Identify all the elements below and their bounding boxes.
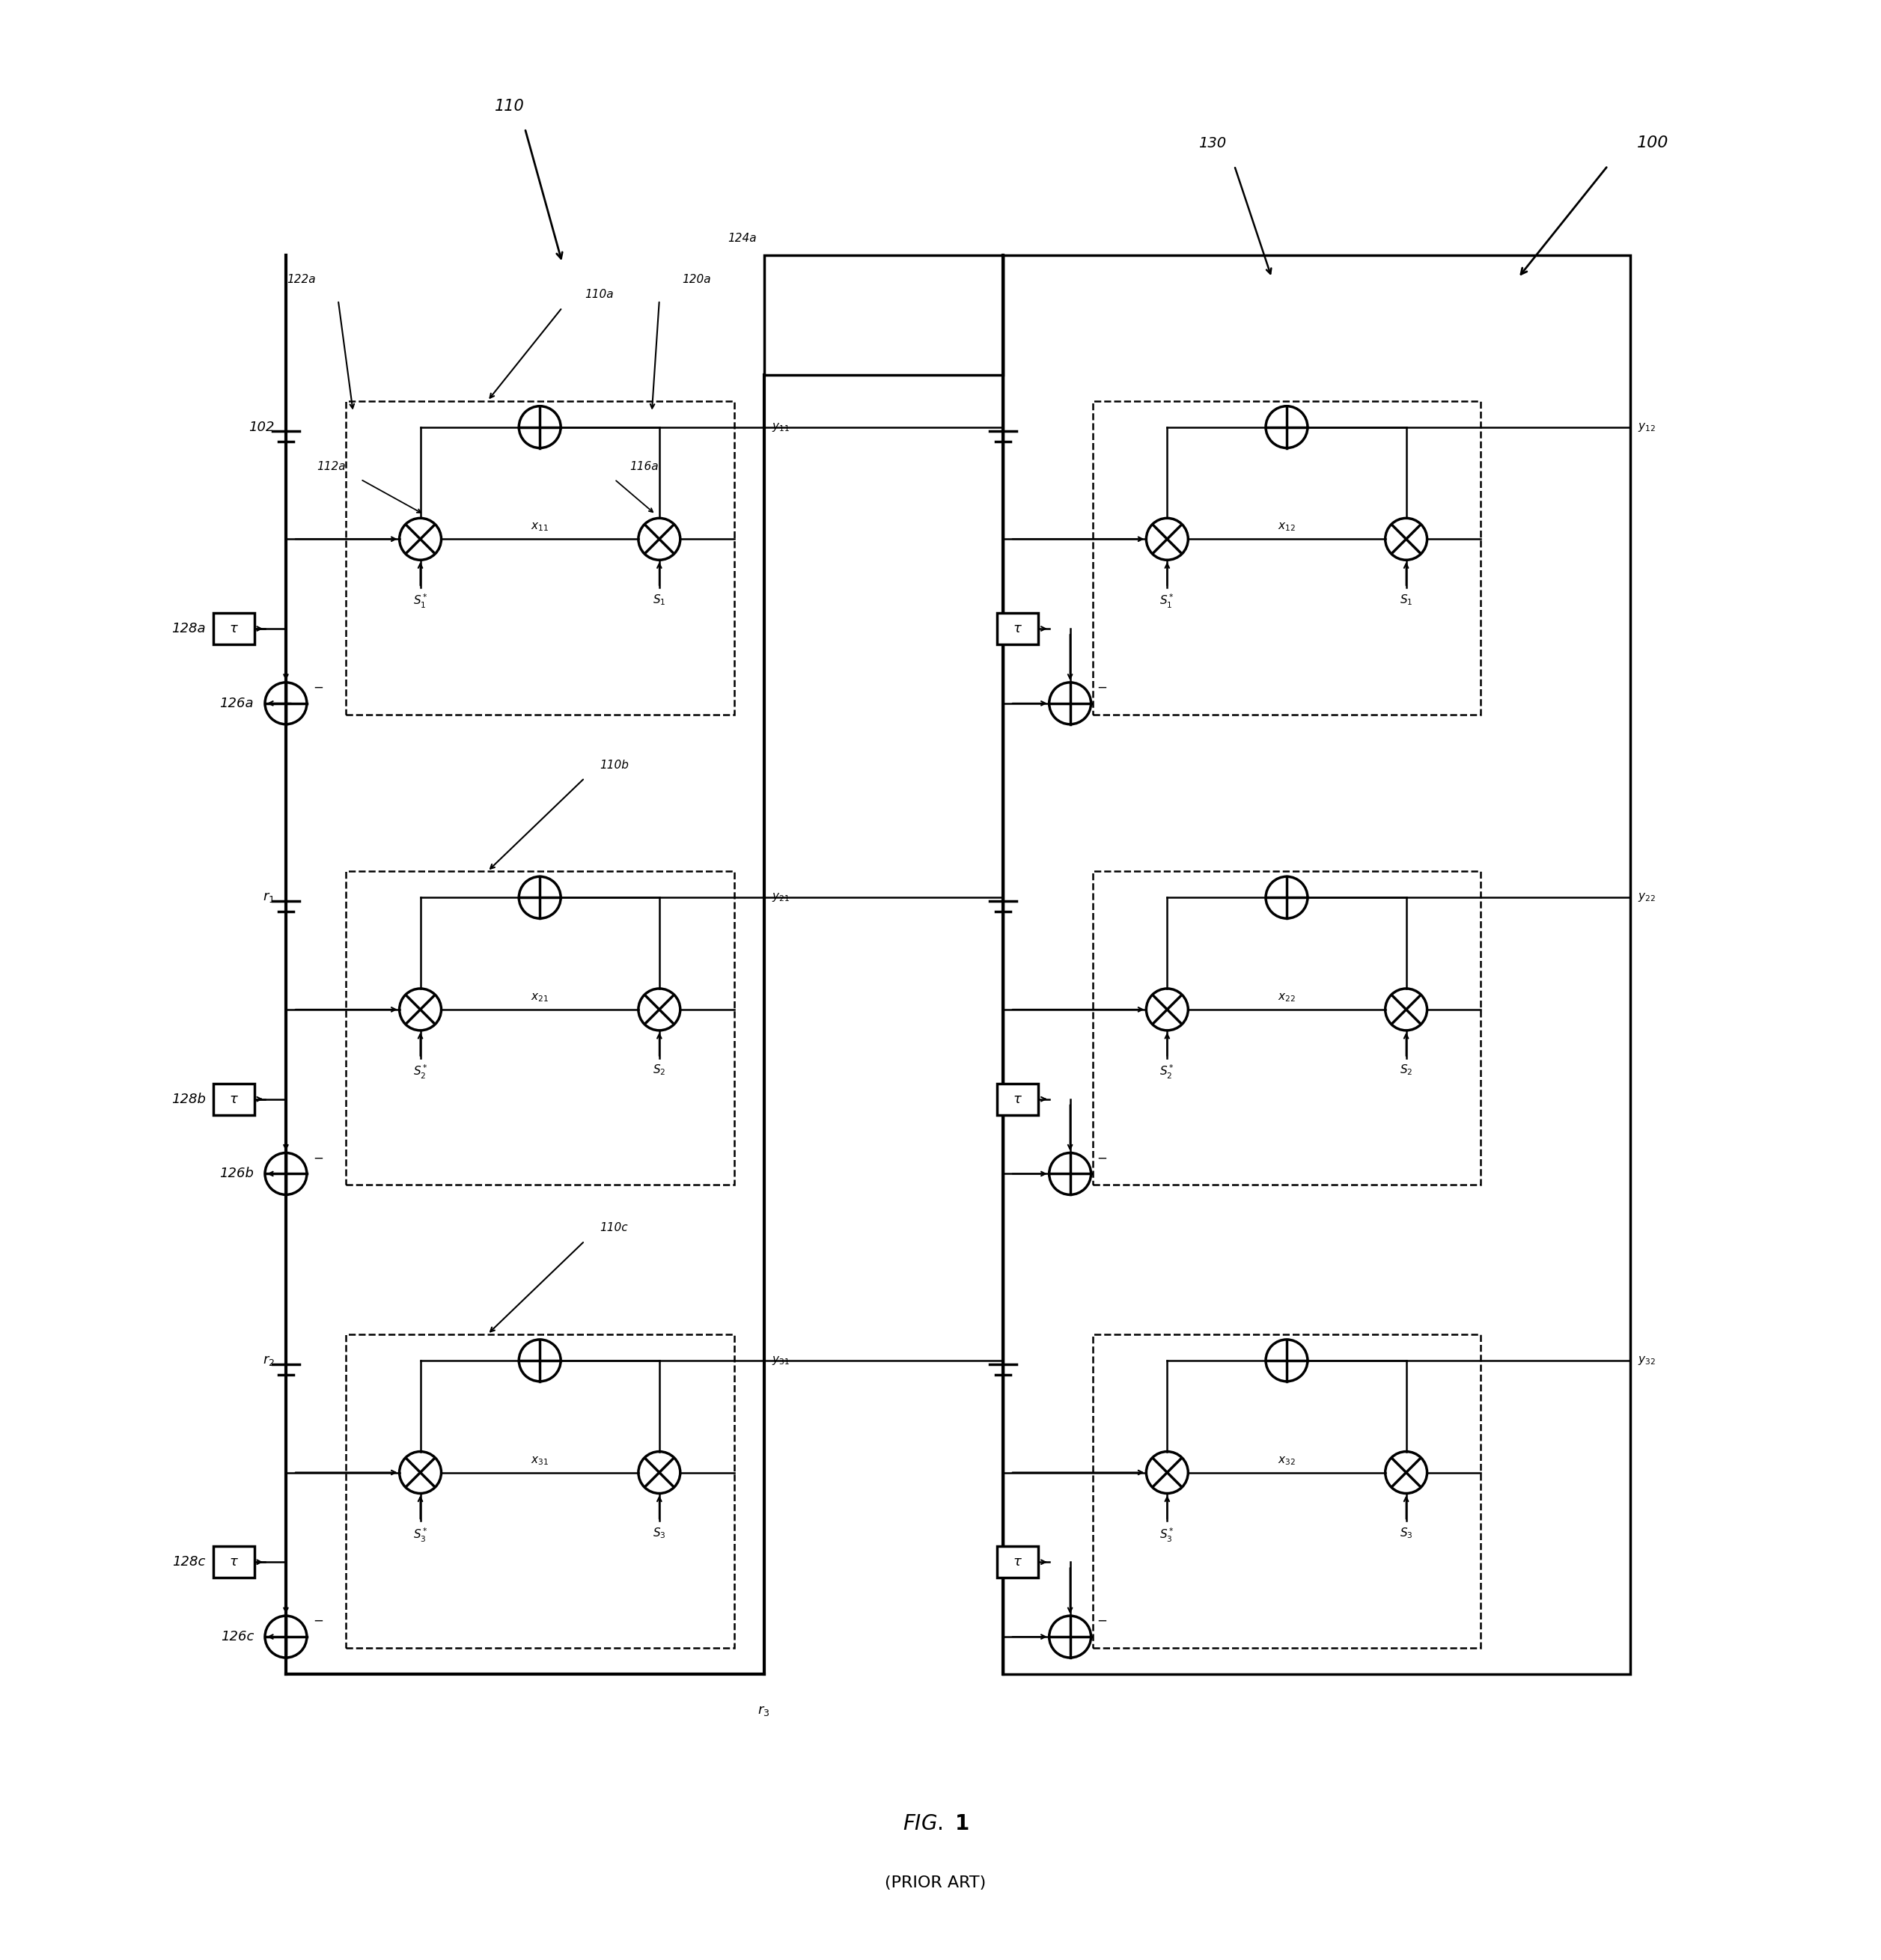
Text: $y_{32}$: $y_{32}$ [1638, 1354, 1655, 1366]
Text: $x_{12}$: $x_{12}$ [1277, 521, 1296, 533]
Text: $S_1$: $S_1$ [1399, 592, 1413, 608]
Text: 100: 100 [1636, 135, 1668, 151]
Text: 116a: 116a [630, 461, 658, 472]
Text: $\tau$: $\tau$ [229, 621, 239, 635]
Text: 110c: 110c [600, 1223, 628, 1233]
Bar [997, 1546, 1038, 1578]
Text: $\tau$: $\tau$ [1014, 1556, 1023, 1568]
Text: 110b: 110b [600, 759, 628, 770]
Text: −: − [1097, 1151, 1108, 1164]
Bar [997, 613, 1038, 645]
Text: $y_{21}$: $y_{21}$ [771, 892, 790, 904]
Text: $\tau$: $\tau$ [229, 1092, 239, 1105]
Bar [764, 255, 1003, 374]
Text: $S^*_2$: $S^*_2$ [412, 1062, 427, 1080]
Text: $S_2$: $S_2$ [1399, 1062, 1413, 1078]
Text: 130: 130 [1198, 137, 1226, 151]
Text: $r_2$: $r_2$ [263, 1354, 275, 1368]
Bar [346, 402, 734, 715]
Text: −: − [312, 680, 324, 694]
Bar [1093, 1335, 1480, 1648]
Text: $S^*_3$: $S^*_3$ [1161, 1527, 1174, 1544]
Text: $x_{21}$: $x_{21}$ [530, 992, 549, 1004]
Text: $\tau$: $\tau$ [1014, 621, 1023, 635]
Text: 126a: 126a [220, 696, 254, 710]
Text: $r_3$: $r_3$ [758, 1703, 769, 1717]
Text: $S_3$: $S_3$ [1399, 1527, 1413, 1541]
Text: 126c: 126c [220, 1631, 254, 1644]
Bar [997, 1084, 1038, 1115]
Text: 128c: 128c [173, 1556, 205, 1568]
Bar [213, 1084, 254, 1115]
Text: $\mathit{FIG.}$ $\mathbf{1}$: $\mathit{FIG.}$ $\mathbf{1}$ [903, 1813, 969, 1835]
Text: $y_{31}$: $y_{31}$ [771, 1354, 790, 1366]
Bar [346, 1335, 734, 1648]
Bar [213, 613, 254, 645]
Text: $S^*_3$: $S^*_3$ [412, 1527, 427, 1544]
Bar [1003, 255, 1631, 1674]
Text: $x_{22}$: $x_{22}$ [1277, 992, 1296, 1004]
Text: $\tau$: $\tau$ [1014, 1092, 1023, 1105]
Bar [213, 1546, 254, 1578]
Text: −: − [312, 1615, 324, 1629]
Text: (PRIOR ART): (PRIOR ART) [886, 1876, 986, 1891]
Text: $S_1$: $S_1$ [653, 592, 666, 608]
Text: 128a: 128a [171, 621, 205, 635]
Text: 128b: 128b [171, 1092, 205, 1105]
Text: 124a: 124a [728, 233, 756, 245]
Text: $r_1$: $r_1$ [263, 890, 275, 904]
Text: $S^*_1$: $S^*_1$ [412, 592, 427, 610]
Text: $y_{11}$: $y_{11}$ [771, 421, 790, 433]
Text: $x_{32}$: $x_{32}$ [1277, 1454, 1296, 1466]
Text: $S_3$: $S_3$ [653, 1527, 666, 1541]
Text: 102: 102 [248, 419, 275, 433]
Text: −: − [1097, 1615, 1108, 1629]
Text: −: − [312, 1151, 324, 1164]
Text: 122a: 122a [286, 274, 316, 284]
Text: $y_{12}$: $y_{12}$ [1638, 421, 1655, 433]
Text: 112a: 112a [316, 461, 346, 472]
Text: −: − [1097, 680, 1108, 694]
Text: $y_{22}$: $y_{22}$ [1638, 892, 1655, 904]
Text: $S^*_2$: $S^*_2$ [1161, 1062, 1174, 1080]
Text: 120a: 120a [681, 274, 711, 284]
Bar [346, 872, 734, 1186]
Text: 126b: 126b [220, 1166, 254, 1180]
Text: 110: 110 [495, 98, 525, 114]
Text: $\tau$: $\tau$ [229, 1556, 239, 1568]
Text: $x_{11}$: $x_{11}$ [530, 521, 549, 533]
Text: $S^*_1$: $S^*_1$ [1161, 592, 1174, 610]
Text: 110a: 110a [585, 288, 613, 300]
Bar [1093, 402, 1480, 715]
Text: $x_{31}$: $x_{31}$ [530, 1454, 549, 1466]
Text: $S_2$: $S_2$ [653, 1062, 666, 1078]
Bar [1093, 872, 1480, 1186]
